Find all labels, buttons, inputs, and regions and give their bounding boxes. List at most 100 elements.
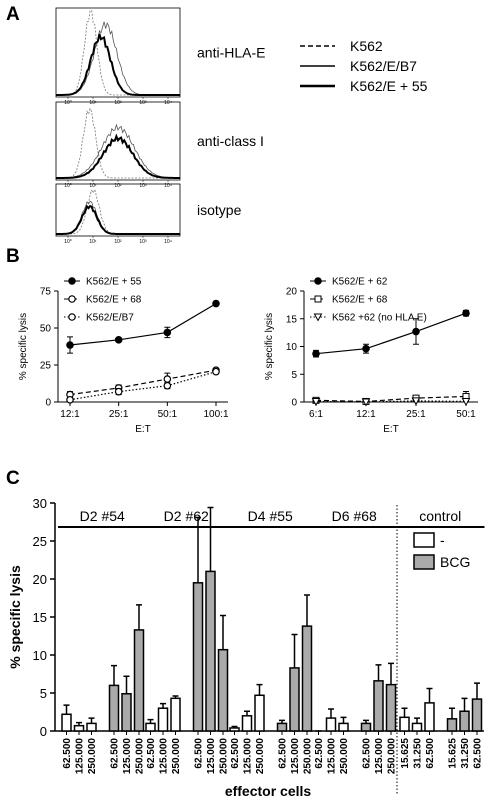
bar (373, 680, 384, 732)
x-tick-label: 125.000 (290, 738, 301, 775)
error-bar (172, 695, 179, 699)
marker (66, 395, 74, 404)
histogram-curve (56, 107, 180, 179)
x-axis-label: E:T (383, 424, 399, 435)
legend-label: K562/E + 68 (86, 295, 142, 306)
x-tick-label: 10¹ (89, 100, 97, 106)
x-tick-label: 62.500 (425, 738, 436, 769)
x-tick-label: 10⁰ (64, 100, 72, 106)
bar (424, 702, 435, 732)
histogram-curve (56, 33, 180, 96)
error-bar (76, 721, 82, 726)
y-tick-label: 5 (291, 370, 297, 381)
bar (360, 722, 372, 732)
error-bar (449, 707, 455, 719)
error-bar (123, 675, 130, 694)
plot-label: isotype (197, 202, 242, 218)
x-tick-label: 10⁴ (164, 100, 172, 106)
histogram-curve (56, 123, 180, 179)
legend-label: K562/E + 62 (332, 277, 388, 288)
y-tick-label: 5 (40, 686, 47, 701)
error-bar (231, 725, 238, 728)
legend-label: K562/E + 55 (86, 277, 142, 288)
legend-marker (314, 295, 322, 303)
y-axis-label: % specific lysis (18, 313, 29, 380)
series-line (69, 303, 217, 346)
error-bar (414, 717, 420, 724)
y-tick-label: 0 (291, 398, 297, 409)
y-axis-label: % specific lysis (264, 313, 275, 380)
bar (145, 722, 156, 732)
histogram-curve (56, 133, 180, 179)
bar (289, 667, 300, 732)
panel-letter: B (6, 246, 20, 267)
bar (86, 722, 97, 732)
legend-label: K562/E + 68 (332, 295, 388, 306)
x-tick-label: 10⁰ (64, 183, 72, 189)
bar (338, 722, 349, 732)
error-bar (88, 717, 95, 724)
error-bar (160, 702, 166, 709)
y-axis-label: % specific lysis (7, 565, 23, 669)
y-tick-label: 75 (40, 287, 52, 298)
bar (301, 625, 313, 732)
marker (312, 349, 320, 358)
x-axis-label: E:T (135, 424, 151, 435)
error-bar (136, 604, 142, 630)
group-label: D2 #54 (80, 508, 125, 524)
error-bar (63, 704, 70, 715)
x-tick-label: 125.000 (243, 738, 254, 775)
x-tick-label: 62.500 (146, 738, 157, 769)
error-bar (291, 633, 298, 668)
plot-label: anti-HLA-E (197, 45, 265, 61)
plot-label: anti-class I (197, 133, 264, 149)
y-tick-label: 0 (45, 398, 51, 409)
bar (229, 727, 240, 732)
group-label: control (419, 508, 461, 524)
bar (61, 713, 72, 732)
y-tick-label: 25 (40, 361, 52, 372)
error-bar (147, 718, 154, 724)
legend-label: - (440, 532, 445, 548)
legend-label: K562 +62 (no HLA E) (332, 313, 427, 324)
x-tick-label: 10² (114, 239, 122, 245)
x-tick-label: 62.500 (278, 738, 289, 769)
marker (311, 397, 321, 406)
error-bar (244, 710, 250, 716)
series-line (69, 371, 217, 401)
error-bar (363, 719, 369, 724)
series-line (69, 369, 217, 396)
bar (241, 715, 253, 732)
bar (170, 697, 181, 732)
x-tick-label: 125.000 (159, 738, 170, 775)
bar (108, 684, 120, 732)
bar (471, 698, 483, 732)
error-bar (375, 664, 382, 681)
marker (66, 341, 74, 349)
x-tick-label: 250.000 (303, 738, 314, 775)
x-tick-label: 15.625 (400, 738, 411, 769)
x-tick-label: 62.500 (473, 738, 484, 769)
marker (461, 397, 471, 406)
histogram-frame (55, 183, 181, 237)
x-tick-label: 10⁴ (164, 183, 172, 189)
y-tick-label: 0 (40, 724, 47, 739)
x-tick-label: 10⁴ (164, 239, 172, 245)
histogram-curve (56, 204, 180, 235)
x-tick-label: 100:1 (203, 409, 228, 420)
group-label: D6 #68 (332, 508, 377, 524)
y-tick-label: 50 (40, 324, 52, 335)
x-tick-label: 250.000 (219, 738, 230, 775)
marker (411, 397, 421, 406)
legend-swatch (413, 554, 435, 570)
x-tick-label: 31.250 (413, 738, 424, 769)
error-bar (220, 614, 226, 650)
marker (163, 375, 172, 383)
marker (212, 367, 220, 376)
error-bar (207, 506, 214, 572)
x-tick-label: 10¹ (89, 239, 97, 245)
x-tick-label: 12:1 (60, 409, 80, 420)
panel-letter: A (6, 4, 20, 25)
x-tick-label: 12:1 (356, 409, 376, 420)
